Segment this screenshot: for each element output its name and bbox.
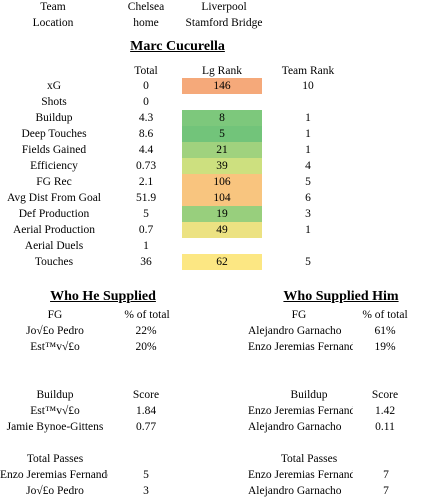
supplied-passes-value-1: 5	[143, 469, 149, 481]
stat-lg-rank: 104	[182, 190, 262, 206]
stat-total: 2.1	[138, 176, 154, 188]
stat-team-rank: 5	[305, 256, 311, 268]
supplied-passes-header: Total Passes	[26, 453, 84, 465]
who-he-supplied-title: Who He Supplied	[50, 289, 156, 304]
stat-total: 36	[140, 256, 152, 268]
supplied-score-header: Score	[132, 389, 160, 401]
stat-label: FG Rec	[36, 176, 72, 188]
stat-label: Avg Dist From Goal	[6, 192, 102, 204]
stat-total: 0.73	[135, 160, 157, 172]
away-location: Stamford Bridge	[185, 17, 263, 29]
stat-team-rank: 4	[305, 160, 311, 172]
supplied-him-buildup-value-1: 1.42	[374, 405, 396, 417]
stat-label: Efficiency	[30, 160, 78, 172]
stat-lg-rank: 8	[182, 110, 262, 126]
stat-team-rank: 1	[305, 144, 311, 156]
stat-lg-rank: 19	[182, 206, 262, 222]
supplied-buildup-name-2: Jamie Bynoe-Gittens	[6, 421, 104, 433]
supplied-him-pct-header: % of total	[362, 309, 408, 321]
stat-team-rank: 10	[302, 80, 314, 92]
stat-lg-rank	[182, 94, 262, 110]
supplied-fg-value-2: 20%	[135, 341, 157, 353]
supplied-passes-name-2: Jo√£o Pedro	[26, 485, 84, 497]
stat-lg-rank: 146	[182, 78, 262, 94]
stat-lg-rank: 62	[182, 254, 262, 270]
stat-label: Aerial Duels	[24, 240, 84, 252]
supplied-passes-value-2: 3	[143, 485, 149, 497]
stat-team-rank: 5	[305, 176, 311, 188]
away-team: Liverpool	[201, 1, 247, 13]
supplied-buildup-value-1: 1.84	[135, 405, 157, 417]
supplied-him-buildup-name-2: Alejandro Garnacho	[248, 421, 342, 433]
stat-lg-rank: 5	[182, 126, 262, 142]
col-total-header: Total	[134, 65, 158, 77]
stat-total: 8.6	[138, 128, 154, 140]
supplied-fg-value-1: 22%	[135, 325, 157, 337]
stat-lg-rank: 39	[182, 158, 262, 174]
supplied-him-buildup-value-2: 0.11	[375, 421, 395, 433]
team-label: Team	[40, 1, 66, 13]
supplied-buildup-value-2: 0.77	[135, 421, 157, 433]
supplied-him-passes-name-1: Enzo Jeremias Fernandez	[248, 469, 353, 481]
stat-label: Fields Gained	[21, 144, 87, 156]
stat-total: 4.3	[138, 112, 154, 124]
stat-total: 51.9	[135, 192, 157, 204]
home-team: Chelsea	[127, 1, 165, 13]
supplied-him-passes-value-2: 7	[383, 485, 389, 497]
stat-label: Buildup	[35, 112, 73, 124]
supplied-him-fg-header: FG	[291, 309, 307, 321]
supplied-fg-header: FG	[47, 309, 63, 321]
stat-lg-rank	[182, 238, 262, 254]
col-lg-rank-header: Lg Rank	[202, 65, 242, 77]
stat-team-rank: 3	[305, 208, 311, 220]
supplied-him-fg-value-2: 19%	[374, 341, 396, 353]
stat-team-rank	[270, 238, 346, 254]
supplied-him-passes-header: Total Passes	[280, 453, 338, 465]
location-label: Location	[32, 17, 74, 29]
stat-total: 5	[143, 208, 149, 220]
who-supplied-him-title: Who Supplied Him	[283, 289, 399, 304]
supplied-him-score-header: Score	[371, 389, 399, 401]
stat-total: 0	[143, 80, 149, 92]
supplied-him-fg-value-1: 61%	[374, 325, 396, 337]
supplied-him-passes-value-1: 7	[383, 469, 389, 481]
stat-lg-rank: 21	[182, 142, 262, 158]
stat-label: Touches	[34, 256, 74, 268]
stat-label: Shots	[41, 96, 67, 108]
supplied-fg-name-2: Est™v√£o	[30, 341, 80, 353]
stat-team-rank	[270, 94, 346, 110]
stat-team-rank: 6	[305, 192, 311, 204]
stat-label: xG	[46, 80, 62, 92]
supplied-him-fg-name-1: Alejandro Garnacho	[248, 325, 342, 337]
supplied-pct-header: % of total	[124, 309, 170, 321]
stat-lg-rank: 49	[182, 222, 262, 238]
stat-total: 4.4	[138, 144, 154, 156]
supplied-him-buildup-name-1: Enzo Jeremias Fernandez	[248, 405, 353, 417]
stat-total: 0.7	[138, 224, 154, 236]
stat-lg-rank: 106	[182, 174, 262, 190]
supplied-him-buildup-header: Buildup	[290, 389, 328, 401]
stat-total: 1	[143, 240, 149, 252]
stat-team-rank: 1	[305, 224, 311, 236]
col-team-rank-header: Team Rank	[281, 65, 335, 77]
supplied-passes-name-1: Enzo Jeremias Fernandez	[0, 469, 108, 481]
supplied-him-fg-name-2: Enzo Jeremias Fernandez	[248, 341, 353, 353]
supplied-fg-name-1: Jo√£o Pedro	[26, 325, 84, 337]
stat-label: Def Production	[18, 208, 90, 220]
home-location: home	[133, 17, 159, 29]
supplied-buildup-name-1: Est™v√£o	[30, 405, 80, 417]
supplied-him-passes-name-2: Alejandro Garnacho	[248, 485, 342, 497]
stat-team-rank: 1	[305, 128, 311, 140]
stat-label: Deep Touches	[21, 128, 87, 140]
player-name: Marc Cucurella	[130, 39, 225, 54]
stat-team-rank: 1	[305, 112, 311, 124]
stat-total: 0	[143, 96, 149, 108]
stat-label: Aerial Production	[12, 224, 96, 236]
supplied-buildup-header: Buildup	[36, 389, 74, 401]
